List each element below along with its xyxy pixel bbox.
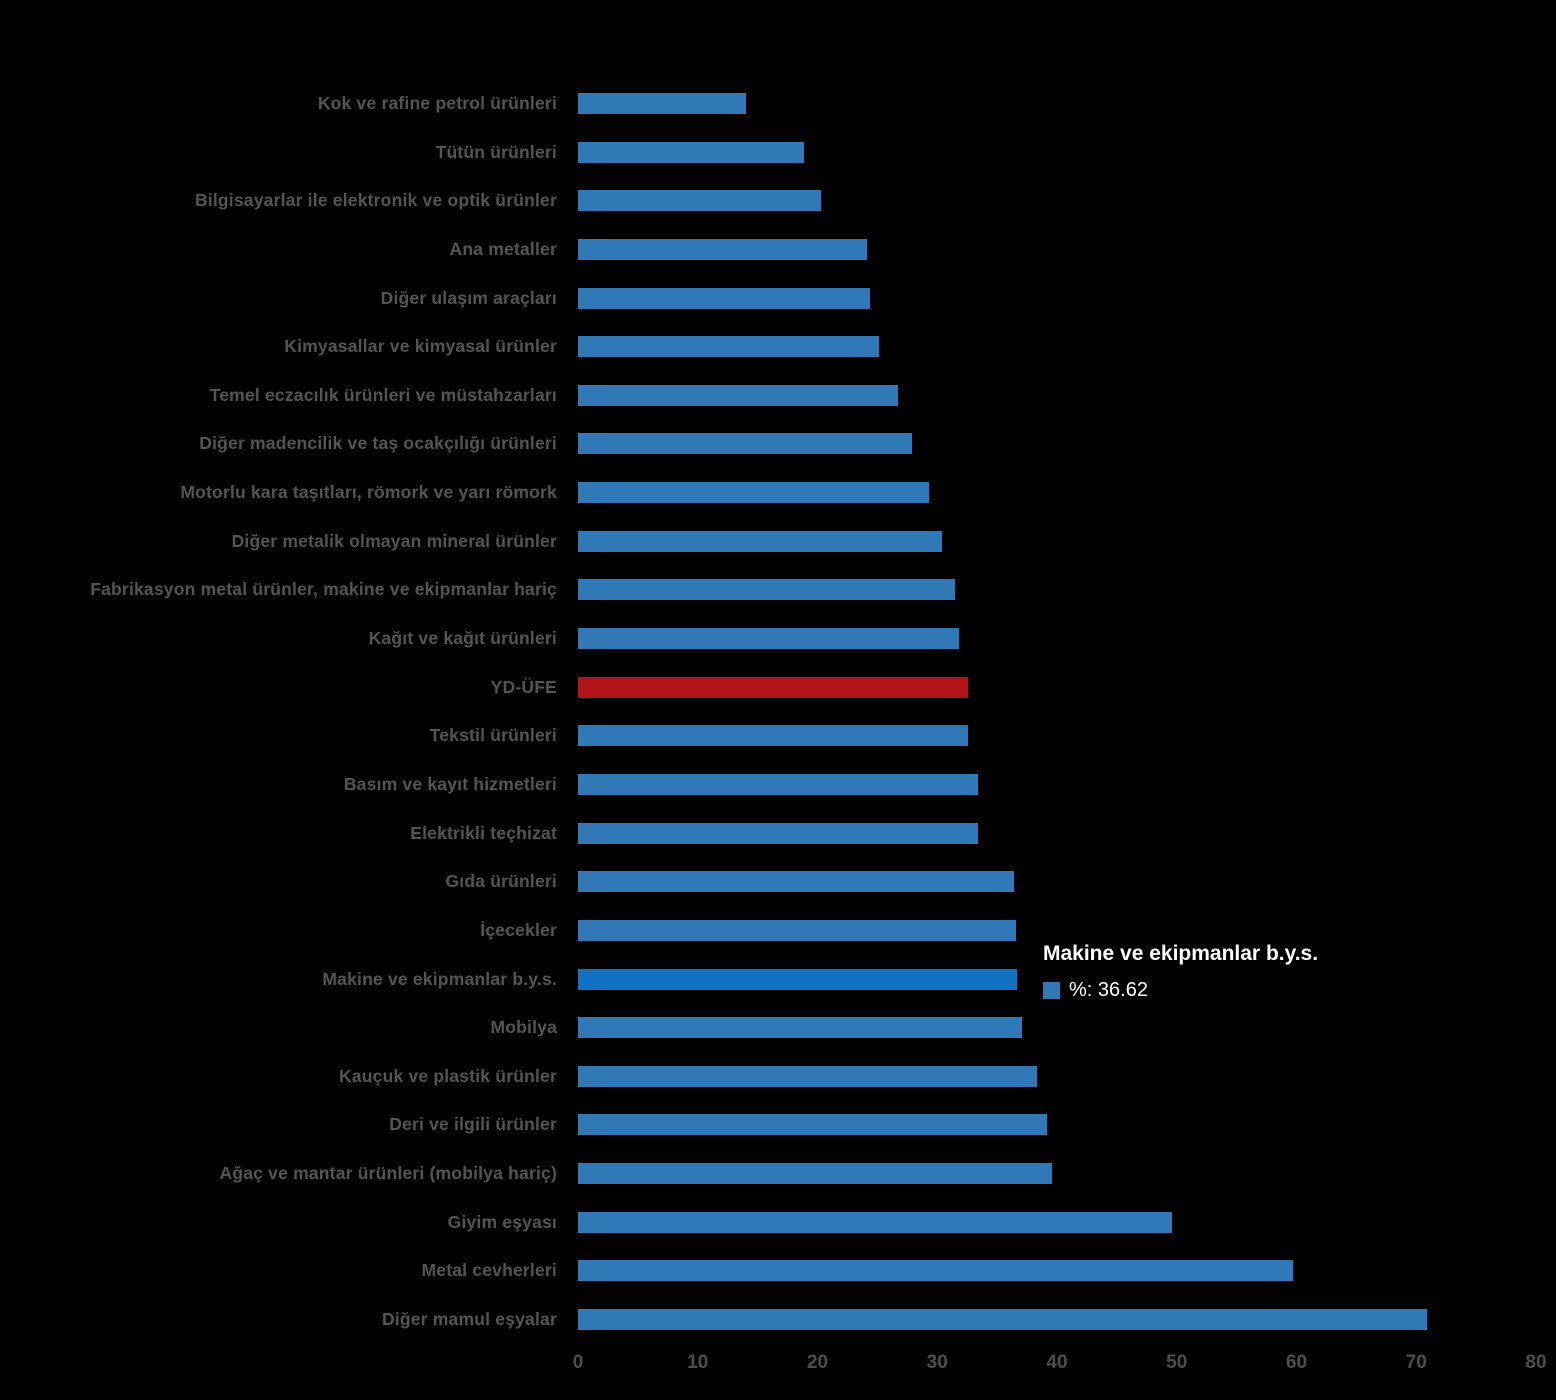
x-axis-tick-label: 0 — [572, 1352, 584, 1373]
bar-segment[interactable] — [578, 1260, 1293, 1282]
series-swatch-icon — [1043, 982, 1060, 999]
bar-segment[interactable] — [578, 919, 1017, 941]
x-axis-tick-label: 30 — [926, 1352, 948, 1373]
tooltip: Makine ve ekipmanlar b.y.s. %: 36.62 — [1043, 942, 1318, 1002]
chart-row: Tekstil ürünleri — [0, 712, 1556, 760]
category-label: Fabrikasyon metal ürünler, makine ve eki… — [90, 579, 557, 600]
bar-segment[interactable] — [578, 579, 956, 601]
category-label: Metal cevherleri — [421, 1260, 557, 1281]
chart-row: Diğer mamul eşyalar — [0, 1296, 1556, 1344]
bar-segment[interactable] — [578, 725, 969, 747]
chart-row: Kimyasallar ve kimyasal ürünler — [0, 323, 1556, 371]
chart-row: İçecekler — [0, 906, 1556, 954]
x-axis-tick-label: 70 — [1405, 1352, 1427, 1373]
bar-segment[interactable] — [578, 238, 867, 260]
category-label: Basım ve kayıt hizmetleri — [343, 773, 557, 794]
tooltip-title: Makine ve ekipmanlar b.y.s. — [1043, 942, 1319, 965]
category-label: Kok ve rafine petrol ürünleri — [317, 93, 557, 113]
x-axis-tick-label: 60 — [1285, 1352, 1308, 1373]
category-label: Tütün ürünleri — [435, 141, 557, 162]
category-label: Gıda ürünleri — [445, 871, 557, 892]
category-label: Giyim eşyası — [447, 1211, 557, 1232]
category-label: Deri ve ilgili ürünler — [389, 1114, 557, 1135]
category-label: Motorlu kara taşıtları, römork ve yarı r… — [180, 482, 557, 503]
bar-segment[interactable] — [578, 384, 898, 406]
bar-highlight[interactable] — [578, 968, 1017, 990]
chart-row: Gıda ürünleri — [0, 858, 1556, 906]
category-label: İçecekler — [480, 919, 557, 940]
category-label: Kağıt ve kağıt ürünleri — [368, 628, 557, 649]
chart-row: Ana metaller — [0, 225, 1556, 273]
chart-row: Deri ve ilgili ürünler — [0, 1101, 1556, 1149]
bar-segment[interactable] — [578, 1163, 1053, 1185]
bar-segment[interactable] — [578, 1017, 1023, 1039]
category-label: Diğer mamul eşyalar — [382, 1309, 557, 1329]
bar-segment[interactable] — [578, 1211, 1172, 1233]
chart-row: Ağaç ve mantar ürünleri (mobilya hariç) — [0, 1150, 1556, 1198]
bar-segment[interactable] — [578, 141, 805, 163]
x-axis-tick-label: 40 — [1046, 1352, 1068, 1373]
category-label: Diğer ulaşım araçları — [380, 287, 557, 308]
bar-segment[interactable] — [578, 190, 822, 212]
chart-row: Elektrikli teçhizat — [0, 809, 1556, 857]
category-label: Diğer madencilik ve taş ocakçılığı ürünl… — [199, 433, 557, 454]
chart-row: Metal cevherleri — [0, 1247, 1556, 1295]
chart-row: Makine ve ekipmanlar b.y.s. — [0, 955, 1556, 1003]
chart-row: Temel eczacılık ürünleri ve müstahzarlar… — [0, 371, 1556, 419]
bar-segment[interactable] — [578, 1114, 1048, 1136]
x-axis-tick-label: 50 — [1166, 1352, 1188, 1373]
chart-row: YD-ÜFE — [0, 663, 1556, 711]
category-label: YD-ÜFE — [490, 676, 557, 697]
chart-row: Mobilya — [0, 1004, 1556, 1052]
chart-row: Diğer ulaşım araçları — [0, 274, 1556, 322]
category-label: Bilgisayarlar ile elektronik ve optik ür… — [194, 190, 557, 211]
category-label: Ana metaller — [449, 238, 557, 259]
category-label: Makine ve ekipmanlar b.y.s. — [322, 968, 557, 989]
category-label: Kauçuk ve plastik ürünler — [339, 1065, 557, 1086]
category-label: Kimyasallar ve kimyasal ürünler — [284, 336, 557, 357]
bar-segment[interactable] — [578, 482, 929, 504]
chart-row: Diğer madencilik ve taş ocakçılığı ürünl… — [0, 420, 1556, 468]
chart-row: Basım ve kayıt hizmetleri — [0, 760, 1556, 808]
bar-segment[interactable] — [578, 336, 879, 358]
category-label: Elektrikli teçhizat — [410, 822, 557, 843]
tooltip-value: %: 36.62 — [1069, 979, 1148, 1001]
bar-emphasis[interactable] — [578, 676, 969, 698]
bar-segment[interactable] — [578, 433, 913, 455]
x-axis-tick-label: 80 — [1525, 1352, 1547, 1373]
category-label: Diğer metalik olmayan mineral ürünler — [231, 530, 557, 551]
chart-row: Motorlu kara taşıtları, römork ve yarı r… — [0, 469, 1556, 517]
bar-segment[interactable] — [578, 822, 978, 844]
category-label: Ağaç ve mantar ürünleri (mobilya hariç) — [219, 1163, 557, 1184]
chart-row: Tütün ürünleri — [0, 128, 1556, 176]
bar-segment[interactable] — [578, 773, 978, 795]
chart-row: Giyim eşyası — [0, 1198, 1556, 1246]
category-label: Mobilya — [490, 1017, 557, 1038]
category-label: Tekstil ürünleri — [429, 725, 557, 746]
bar-segment[interactable] — [578, 287, 871, 309]
chart-row: Kauçuk ve plastik ürünler — [0, 1052, 1556, 1100]
category-label: Temel eczacılık ürünleri ve müstahzarlar… — [209, 384, 557, 405]
bar-segment[interactable] — [578, 1309, 1428, 1330]
bar-segment[interactable] — [578, 530, 943, 552]
tooltip-row: %: 36.62 — [1043, 979, 1318, 1002]
bar-segment[interactable] — [578, 628, 959, 650]
x-axis: 0 10 20 30 40 50 60 70 80 — [0, 1352, 1556, 1382]
bar-segment[interactable] — [578, 1065, 1037, 1087]
bar-segment[interactable] — [578, 93, 746, 114]
chart-row: Kağıt ve kağıt ürünleri — [0, 615, 1556, 663]
chart-row: Diğer metalik olmayan mineral ürünler — [0, 517, 1556, 565]
bar-segment[interactable] — [578, 871, 1014, 893]
x-axis-tick-label: 20 — [806, 1352, 829, 1373]
x-axis-tick-label: 10 — [687, 1352, 709, 1373]
chart-row: Kok ve rafine petrol ürünleri — [0, 80, 1556, 128]
chart-row: Fabrikasyon metal ürünler, makine ve eki… — [0, 566, 1556, 614]
chart-row: Bilgisayarlar ile elektronik ve optik ür… — [0, 177, 1556, 225]
